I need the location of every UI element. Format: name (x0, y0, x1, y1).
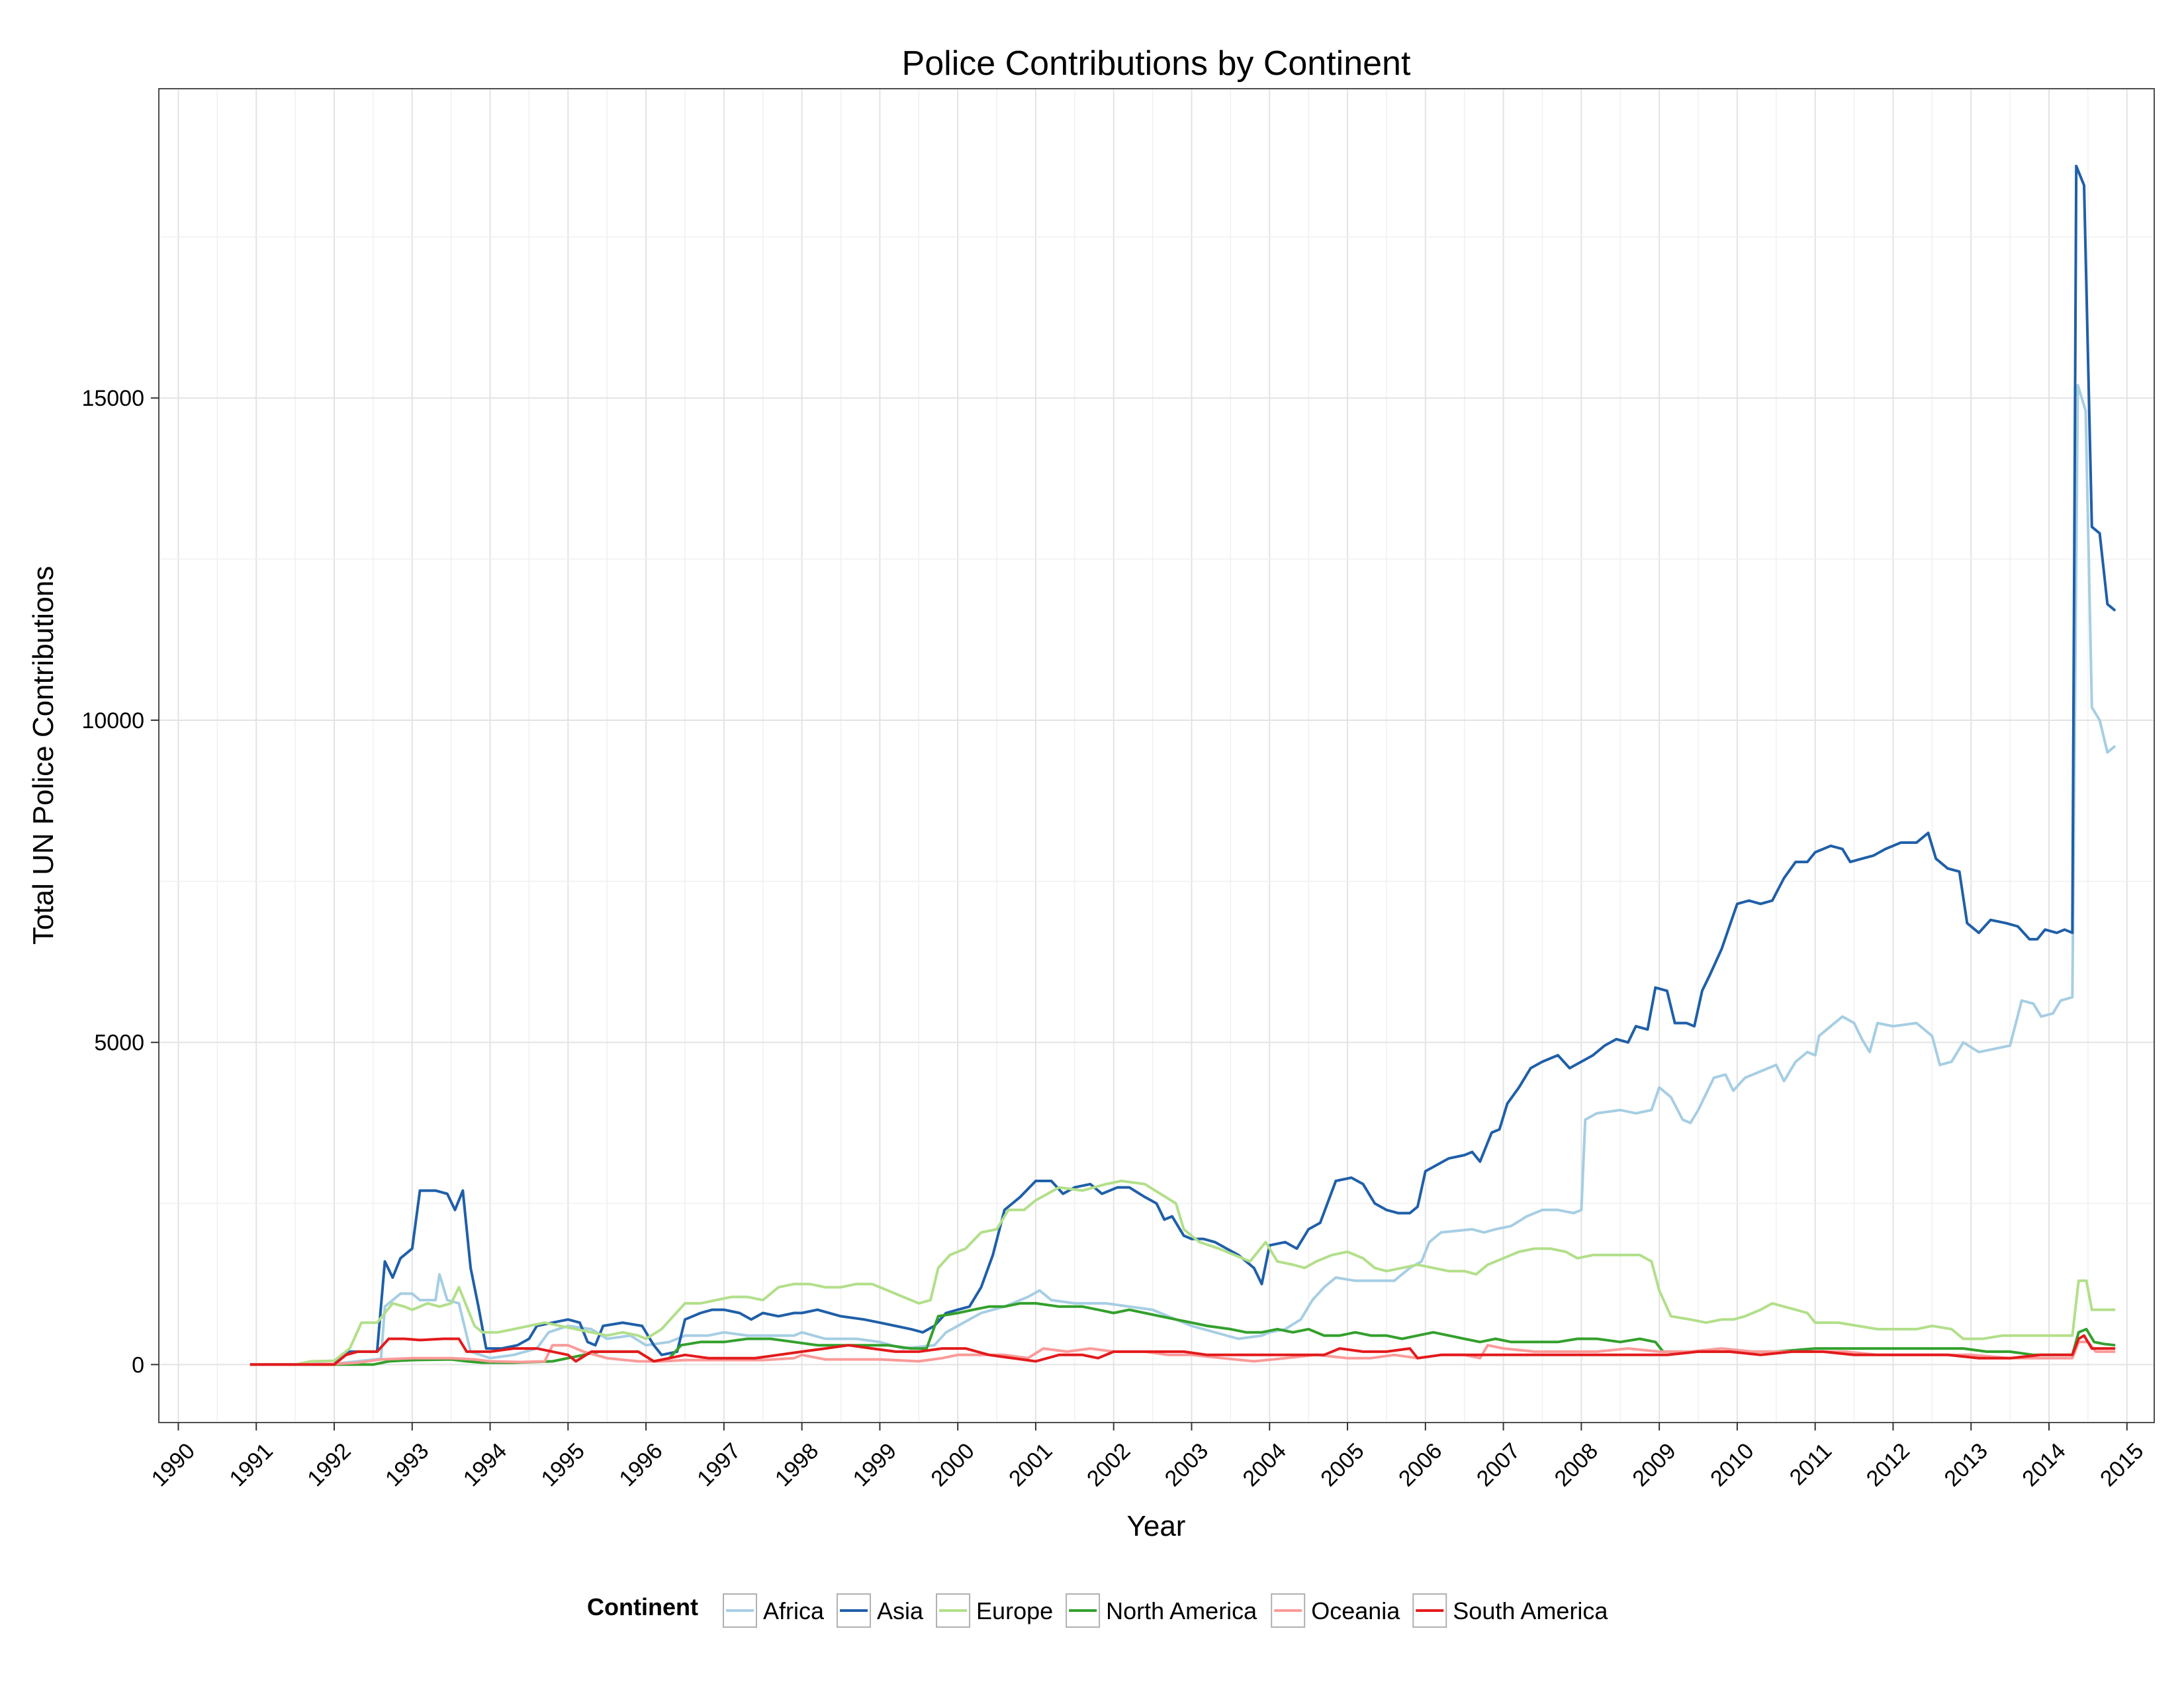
y-tick-label: 5000 (94, 1031, 144, 1056)
x-tick-label: 1994 (459, 1438, 512, 1491)
x-tick-label: 2002 (1082, 1438, 1135, 1491)
series-line-asia (250, 164, 2116, 1366)
y-tick-label: 10000 (81, 708, 144, 733)
x-tick-label: 2015 (2095, 1438, 2148, 1491)
x-tick-label: 2001 (1004, 1438, 1057, 1491)
x-tick-label: 1992 (302, 1438, 355, 1491)
x-tick-label: 1999 (848, 1438, 901, 1491)
legend-item-asia: Asia (837, 1593, 924, 1628)
x-axis-title: Year (1127, 1510, 1186, 1542)
x-axis: 1990 1991 1992 1993 1994 1995 1996 1997 1998 1999… (147, 1423, 2148, 1491)
legend-item-south-america: South America (1412, 1593, 1608, 1628)
y-tick-label: 15000 (81, 386, 144, 411)
x-tick-label: 2004 (1238, 1438, 1291, 1491)
x-tick-label: 2007 (1472, 1438, 1525, 1491)
x-tick-label: 1991 (224, 1438, 277, 1491)
series-line-europe (250, 1180, 2116, 1366)
legend-item-north-america: North America (1066, 1593, 1257, 1628)
x-tick-label: 1995 (537, 1438, 590, 1491)
x-tick-label: 1990 (147, 1438, 200, 1491)
x-tick-label: 2008 (1550, 1438, 1603, 1491)
x-tick-label: 2000 (926, 1438, 979, 1491)
legend-label: Africa (763, 1597, 825, 1624)
legend-title: Continent (587, 1593, 698, 1620)
x-tick-label: 2012 (1862, 1438, 1915, 1491)
series-line-africa (250, 383, 2116, 1366)
x-tick-label: 2005 (1316, 1438, 1369, 1491)
x-tick-label: 1996 (614, 1438, 667, 1491)
x-tick-label: 1998 (770, 1438, 823, 1491)
legend-label: Europe (976, 1597, 1053, 1624)
plot-panel-border (158, 88, 2155, 1423)
plot-panel (159, 89, 2154, 1423)
legend-label: Asia (877, 1597, 924, 1624)
legend-item-europe: Europe (936, 1593, 1053, 1628)
y-axis-title: Total UN Police Contributions (27, 566, 60, 945)
x-tick-label: 2013 (1940, 1438, 1993, 1491)
x-tick-label: 1993 (381, 1438, 433, 1491)
x-tick-label: 2009 (1627, 1438, 1680, 1491)
y-tick-label: 0 (132, 1352, 144, 1378)
x-tick-label: 2003 (1160, 1438, 1213, 1491)
legend-item-oceania: Oceania (1271, 1593, 1400, 1628)
legend-label: South America (1453, 1597, 1608, 1624)
legend-item-africa: Africa (723, 1593, 825, 1628)
legend-label: Oceania (1311, 1597, 1400, 1624)
x-tick-label: 1997 (692, 1438, 745, 1491)
series-lines (250, 164, 2116, 1366)
x-tick-label: 2014 (2017, 1438, 2070, 1491)
x-tick-label: 2011 (1785, 1438, 1837, 1491)
legend-label: North America (1106, 1597, 1257, 1624)
x-tick-label: 2010 (1706, 1438, 1758, 1491)
legend-items: Africa Asia Europe North America Oceania Sout… (723, 1593, 1608, 1628)
chart-title: Police Contributions by Continent (902, 44, 1411, 83)
legend: Continent Africa Asia Europe North America O… (587, 1593, 1608, 1628)
y-axis: 0 5000 10000 15000 (81, 386, 159, 1378)
series-line-south-america (250, 1334, 2116, 1366)
x-tick-label: 2006 (1394, 1438, 1447, 1491)
